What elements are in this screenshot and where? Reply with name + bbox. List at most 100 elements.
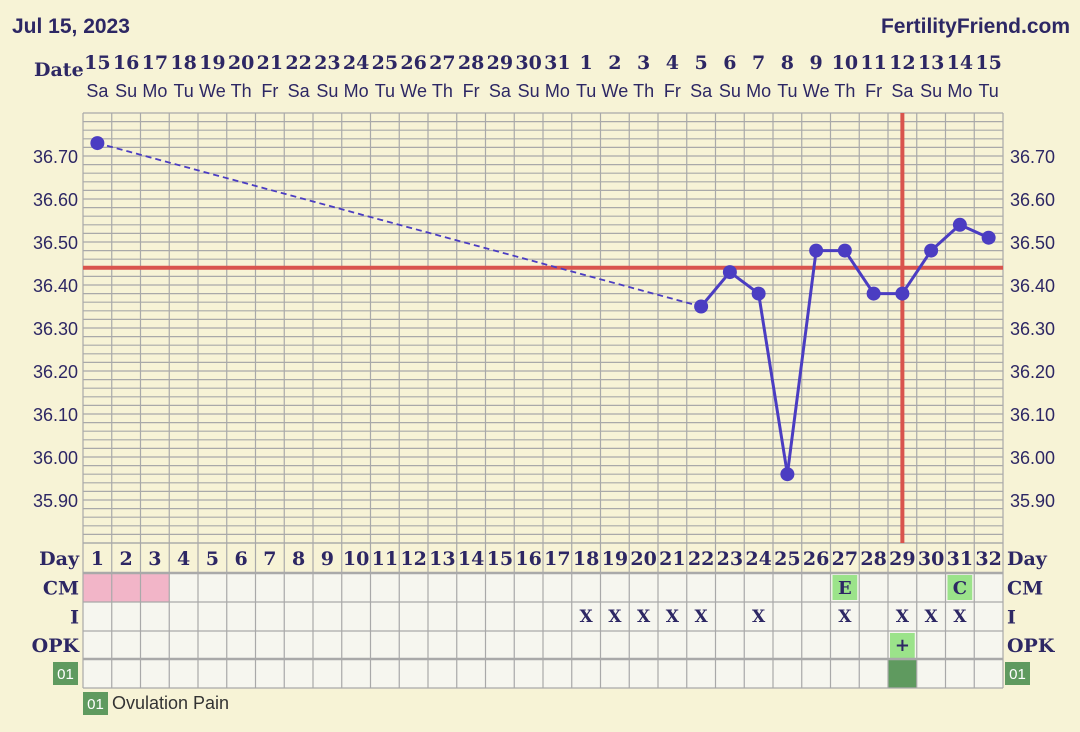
cm-fertile-cell xyxy=(947,575,973,600)
date-label: 18 xyxy=(170,52,196,74)
cm-code: E xyxy=(838,578,852,599)
y-tick-right: 36.20 xyxy=(1010,362,1055,382)
custom-code-cell xyxy=(888,659,917,688)
cycle-day-label: 8 xyxy=(292,548,305,570)
weekday-label: We xyxy=(803,81,830,101)
date-label: 6 xyxy=(723,52,736,74)
cycle-day-label: 28 xyxy=(860,548,886,570)
temp-point xyxy=(895,286,910,301)
weekday-label: Tu xyxy=(375,81,395,101)
custom-badge-left-box xyxy=(53,662,78,685)
temp-point xyxy=(722,265,737,280)
temp-point xyxy=(90,136,105,151)
y-tick-left: 36.60 xyxy=(33,190,78,210)
cycle-day-label: 2 xyxy=(120,548,133,570)
cycle-day-label: 12 xyxy=(400,548,426,570)
date-label: 26 xyxy=(400,52,426,74)
date-label: 4 xyxy=(666,52,679,74)
weekday-label: Tu xyxy=(978,81,998,101)
y-tick-left: 36.30 xyxy=(33,319,78,339)
y-tick-right: 36.50 xyxy=(1010,233,1055,253)
cycle-day-label: 26 xyxy=(803,548,829,570)
date-label: 16 xyxy=(113,52,139,74)
weekday-label: Tu xyxy=(777,81,797,101)
date-label: 25 xyxy=(372,52,398,74)
cycle-day-label: 17 xyxy=(544,548,570,570)
y-tick-left: 36.20 xyxy=(33,362,78,382)
weekday-label: Mo xyxy=(142,81,167,101)
temp-point xyxy=(866,286,881,301)
row-labels: Day Day CM CM I I OPK OPK 01 01 xyxy=(32,548,1056,685)
cycle-day-label: 7 xyxy=(263,548,276,570)
temp-segment xyxy=(901,249,933,295)
temp-point xyxy=(694,299,709,314)
y-tick-right: 35.90 xyxy=(1010,491,1055,511)
axis-labels: 15 16 17 18 19 20 21 22 23 24 25 26 27 28 29 30 31 1 2 3 4 5 6… xyxy=(33,52,1055,570)
date-label: 2 xyxy=(608,52,621,74)
temp-point xyxy=(981,230,996,245)
weekday-label: Fr xyxy=(865,81,882,101)
menstruation-cell xyxy=(83,573,112,602)
temp-gap-segment xyxy=(97,142,702,308)
cycle-day-label: 31 xyxy=(947,548,973,570)
date-label: 7 xyxy=(752,52,765,74)
temp-point xyxy=(780,467,795,482)
opk-row-label-right: OPK xyxy=(1007,635,1056,657)
y-tick-left: 35.90 xyxy=(33,491,78,511)
cycle-day-label: 5 xyxy=(206,548,219,570)
cycle-day-label: 20 xyxy=(630,548,656,570)
date-label: 13 xyxy=(918,52,944,74)
date-label: 15 xyxy=(84,52,110,74)
weekday-label: Th xyxy=(432,81,453,101)
weekday-label: Su xyxy=(518,81,540,101)
intercourse-mark: X xyxy=(953,607,967,627)
date-label: 5 xyxy=(695,52,708,74)
cycle-day-label: 22 xyxy=(688,548,714,570)
y-tick-right: 36.00 xyxy=(1010,448,1055,468)
weekday-label: Fr xyxy=(261,81,278,101)
y-tick-right: 36.60 xyxy=(1010,190,1055,210)
intercourse-mark: X xyxy=(637,607,651,627)
date-label: 1 xyxy=(580,52,593,74)
date-label: 17 xyxy=(142,52,168,74)
date-label: 3 xyxy=(637,52,650,74)
weekday-label: Mo xyxy=(344,81,369,101)
y-tick-left: 36.10 xyxy=(33,405,78,425)
opk-positive-cell xyxy=(890,633,915,658)
cycle-day-label: 29 xyxy=(889,548,915,570)
legend-code: 01 xyxy=(87,696,104,713)
y-tick-right: 36.40 xyxy=(1010,276,1055,296)
site-name: FertilityFriend.com xyxy=(881,15,1070,38)
annotation-cells: E C+X X X X X X X X X X xyxy=(82,542,1004,689)
custom-badge-left: 01 xyxy=(57,666,74,683)
weekday-label: We xyxy=(400,81,427,101)
temp-segment xyxy=(785,250,818,475)
cm-row-label-right: CM xyxy=(1007,578,1043,600)
opk-code: + xyxy=(895,635,910,656)
cycle-day-label: 6 xyxy=(235,548,248,570)
cycle-day-label: 1 xyxy=(91,548,104,570)
temp-point xyxy=(837,243,852,258)
temp-point xyxy=(924,243,939,258)
date-label: 12 xyxy=(889,52,915,74)
menstruation-cell xyxy=(140,573,170,602)
weekday-label: Mo xyxy=(947,81,972,101)
date-label: 20 xyxy=(228,52,254,74)
date-label: 27 xyxy=(429,52,455,74)
date-label: 8 xyxy=(781,52,794,74)
intercourse-mark: X xyxy=(580,607,594,627)
weekday-label: Sa xyxy=(690,81,713,101)
cycle-day-label: 15 xyxy=(487,548,513,570)
weekday-label: Fr xyxy=(463,81,480,101)
intercourse-mark: X xyxy=(695,607,709,627)
grid xyxy=(82,112,1004,544)
cycle-day-label: 18 xyxy=(573,548,599,570)
cm-code: C xyxy=(953,578,967,599)
intercourse-mark: X xyxy=(752,607,766,627)
date-row-label: Date xyxy=(34,59,84,81)
date-label: 9 xyxy=(810,52,823,74)
date-label: 19 xyxy=(199,52,225,74)
date-label: 24 xyxy=(343,52,369,74)
